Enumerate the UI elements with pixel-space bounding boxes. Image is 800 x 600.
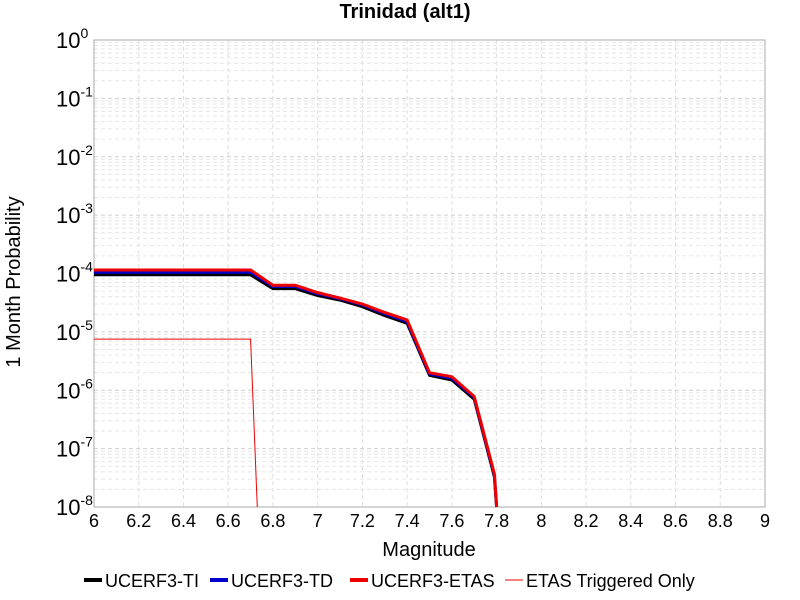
series-line-ucerf3-ti: [94, 273, 499, 508]
x-tick-label: 8.4: [618, 511, 643, 531]
x-tick-label: 6.8: [260, 511, 285, 531]
y-tick-label: 100: [56, 25, 88, 53]
x-tick-label: 8.2: [574, 511, 599, 531]
chart-title: Trinidad (alt1): [339, 1, 470, 23]
x-tick-label: 7.6: [439, 511, 464, 531]
legend-label: UCERF3-TD: [231, 571, 333, 591]
x-tick-label: 7.4: [395, 511, 420, 531]
y-tick-label: 10-3: [56, 200, 93, 228]
y-tick-label: 10-6: [56, 375, 93, 403]
x-tick-label: 7.8: [484, 511, 509, 531]
legend: UCERF3-TI UCERF3-TD UCERF3-ETAS ETAS Trigge…: [84, 571, 695, 591]
y-tick-label: 10-7: [56, 434, 93, 462]
legend-label: UCERF3-ETAS: [371, 571, 495, 591]
y-tick-labels: 100 10-1 10-2 10-3 10-4 10-5 10-6 10-7 10-8: [56, 25, 93, 520]
legend-label: ETAS Triggered Only: [526, 571, 695, 591]
x-tick-label: 7: [313, 511, 323, 531]
x-tick-label: 8: [536, 511, 546, 531]
x-axis-title: Magnitude: [382, 539, 475, 561]
x-tick-label: 6.4: [171, 511, 196, 531]
x-tick-label: 6: [89, 511, 99, 531]
x-tick-label: 8.6: [663, 511, 688, 531]
x-tick-label: 8.8: [708, 511, 733, 531]
x-tick-label: 6.6: [216, 511, 241, 531]
x-tick-labels: 6 6.2 6.4 6.6 6.8 7 7.2 7.4 7.6 7.8 8 8.2 8.4 8.6 8.8 9: [89, 511, 770, 531]
x-tick-label: 9: [760, 511, 770, 531]
y-tick-label: 10-2: [56, 142, 93, 170]
series-line-ucerf3-td: [94, 270, 499, 508]
y-tick-label: 10-8: [56, 492, 93, 520]
series-line-ucerf3-etas: [94, 268, 499, 508]
y-tick-label: 10-1: [56, 83, 93, 111]
series-layer: [94, 268, 499, 508]
y-tick-label: 10-5: [56, 317, 93, 345]
legend-label: UCERF3-TI: [105, 571, 199, 591]
y-axis-title: 1 Month Probability: [3, 196, 25, 367]
y-tick-label: 10-4: [56, 259, 93, 287]
x-tick-label: 7.2: [350, 511, 375, 531]
series-line-etas-triggered-only: [94, 338, 258, 508]
x-tick-label: 6.2: [126, 511, 151, 531]
